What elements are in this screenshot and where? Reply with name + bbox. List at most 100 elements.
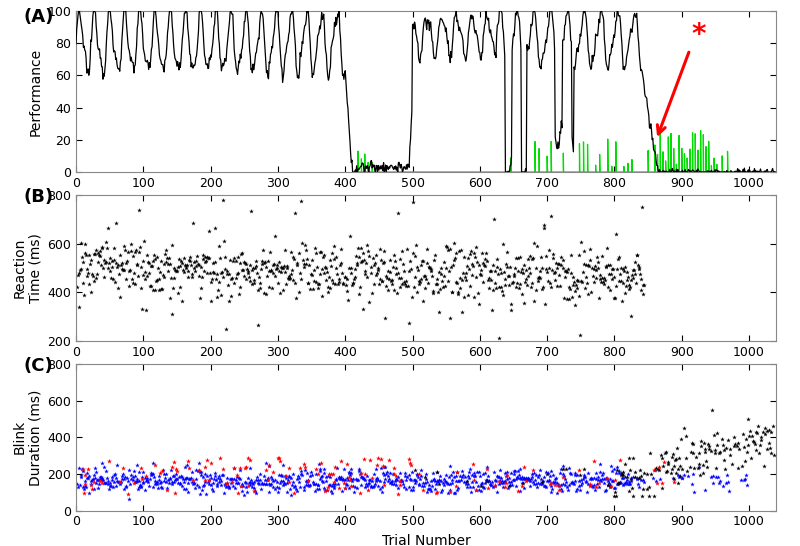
Point [332,472,345,481]
Point [617,480,630,489]
Point [364,476,377,485]
Point [132,248,145,257]
Point [76,253,89,262]
Point [212,286,225,294]
Point [84,259,97,268]
Point [518,261,530,270]
Point [255,259,268,268]
Point [290,486,303,495]
Point [239,260,252,269]
Point [394,480,407,489]
Point [402,471,415,479]
Point [282,476,294,485]
Point [446,468,459,477]
Point [437,475,450,484]
Point [544,488,557,496]
Point [573,477,586,485]
Point [97,263,110,272]
Point [262,488,275,496]
Point [433,476,446,485]
Point [423,263,436,271]
Point [270,264,283,272]
Point [729,440,742,448]
Point [514,487,526,496]
Point [339,479,352,488]
Point [86,272,99,281]
Point [419,274,432,283]
Point [281,262,294,270]
Point [487,260,500,269]
Point [609,488,622,497]
Point [564,468,577,477]
Point [311,480,324,489]
Point [342,295,354,304]
Point [502,271,514,280]
Point [623,466,636,474]
Point [324,256,337,265]
Point [554,484,567,493]
Point [314,459,327,468]
Point [165,466,178,474]
Point [345,474,358,483]
Point [382,471,394,480]
Point [699,448,712,456]
Point [380,272,393,281]
Point [294,275,307,283]
Point [422,485,435,494]
Point [525,282,538,291]
Point [158,259,170,268]
Point [544,467,557,476]
Point [212,472,225,480]
Point [329,479,342,488]
Point [96,243,109,252]
Point [517,299,530,307]
Point [221,474,234,483]
Point [285,474,298,483]
Point [592,258,605,267]
Point [118,246,131,254]
Point [142,257,154,266]
Point [513,474,526,483]
Point [277,286,290,295]
Point [568,468,581,477]
Point [407,248,420,257]
Point [310,248,322,257]
Point [135,283,148,292]
Point [353,253,366,262]
Point [439,242,452,251]
Point [629,473,642,482]
Point [89,274,102,282]
Point [97,256,110,264]
Point [134,481,146,490]
Point [750,428,762,436]
Point [339,484,352,492]
Point [564,285,577,294]
Point [294,467,307,476]
Point [322,288,334,297]
Point [160,477,173,486]
Point [82,474,94,483]
Point [666,450,679,459]
Point [624,473,637,482]
Point [93,476,106,485]
Point [347,475,360,484]
Point [710,472,722,481]
Point [510,482,522,491]
Point [416,296,429,305]
Point [634,465,646,474]
Point [325,469,338,478]
Point [189,483,202,492]
Point [145,261,158,270]
Point [526,470,538,478]
Point [183,257,196,265]
Point [404,460,417,469]
Point [547,478,560,487]
Point [378,474,391,483]
Point [454,471,466,480]
Point [552,271,565,280]
Point [403,459,416,467]
Point [168,458,181,467]
Point [536,477,549,486]
Point [580,477,593,486]
Point [246,479,259,488]
